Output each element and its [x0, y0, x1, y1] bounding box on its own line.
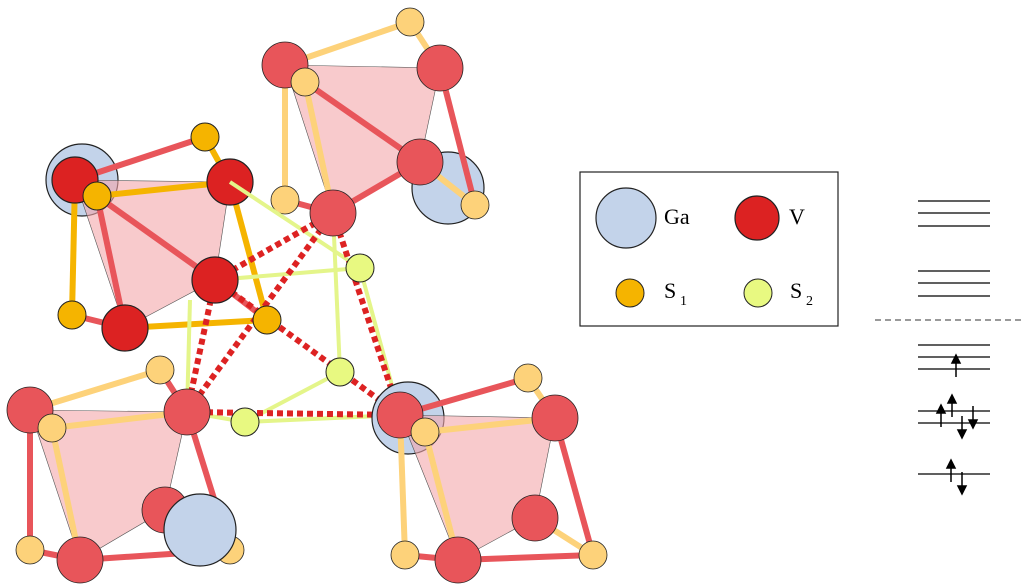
ga-atom [163, 493, 237, 567]
legend-label: S [664, 278, 676, 303]
energy-levels [875, 200, 1024, 496]
legend-swatch [734, 195, 780, 241]
legend-label: Ga [664, 204, 690, 229]
legend-subscript: 2 [806, 294, 813, 309]
legend-subscript: 1 [680, 294, 687, 309]
legend-label: V [789, 204, 805, 229]
spin-arrows [935, 353, 979, 496]
legend-swatch [615, 278, 645, 308]
legend-swatch [743, 278, 773, 308]
legend: Ga V S 1 S 2 [579, 171, 839, 327]
legend-label: S [790, 278, 802, 303]
structure [6, 7, 608, 584]
legend-swatch [595, 187, 657, 249]
